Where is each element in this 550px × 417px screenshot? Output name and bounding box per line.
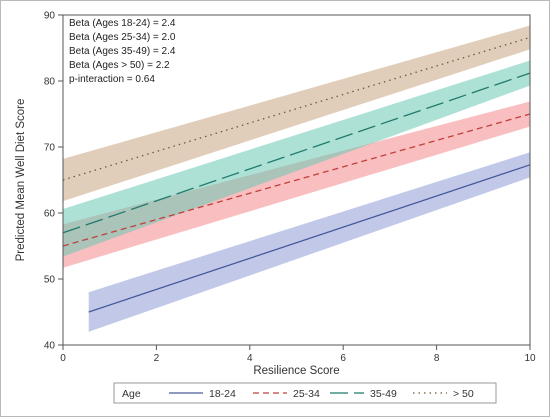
- x-tick-label: 8: [434, 353, 440, 364]
- x-tick-label: 0: [60, 353, 66, 364]
- annotation-beta-35-49: Beta (Ages 35-49) = 2.4: [69, 46, 176, 57]
- annotation-beta-25-34: Beta (Ages 25-34) = 2.0: [69, 32, 176, 43]
- y-axis-ticks: 40 50 60 70 80 90: [44, 11, 63, 352]
- series-line-1: [62, 113, 531, 247]
- confidence-bands: [63, 25, 530, 332]
- x-axis-ticks: 0 2 4 6 8 10: [60, 345, 536, 364]
- y-tick-label: 40: [44, 341, 56, 352]
- legend-label-0: 18-24: [209, 388, 236, 400]
- legend-label-2: 35-49: [370, 388, 397, 400]
- legend: Age 18-24 25-34 35-49 > 50: [113, 382, 497, 404]
- x-axis-title: Resilience Score: [253, 365, 339, 377]
- x-tick-label: 10: [524, 353, 536, 364]
- y-tick-label: 60: [44, 209, 56, 220]
- confidence-band-0: [88, 152, 530, 332]
- x-tick-label: 6: [340, 353, 346, 364]
- plot-area-border: [62, 14, 531, 346]
- confidence-band-1: [63, 101, 530, 268]
- confidence-band-3: [63, 25, 530, 202]
- x-tick-label: 2: [154, 353, 160, 364]
- annotation-beta-18-24: Beta (Ages 18-24) = 2.4: [69, 18, 176, 29]
- series-lines: [62, 36, 531, 313]
- annotation-beta-over-50: Beta (Ages > 50) = 2.2: [69, 60, 170, 71]
- y-tick-label: 70: [44, 143, 56, 154]
- y-axis-title: Predicted Mean Well Diet Score: [15, 99, 27, 262]
- series-line-2: [62, 72, 531, 234]
- y-tick-label: 50: [44, 275, 56, 286]
- y-tick-label: 90: [44, 11, 56, 22]
- legend-label-3: > 50: [453, 388, 474, 400]
- x-tick-label: 4: [247, 353, 253, 364]
- legend-items: 18-24 25-34 35-49 > 50: [169, 388, 474, 400]
- annotation-block: Beta (Ages 18-24) = 2.4 Beta (Ages 25-34…: [69, 18, 176, 85]
- confidence-band-2: [63, 60, 530, 257]
- y-tick-label: 80: [44, 77, 56, 88]
- legend-label-1: 25-34: [293, 388, 320, 400]
- series-line-0: [88, 164, 531, 313]
- legend-title: Age: [122, 388, 141, 400]
- annotation-p-interaction: p-interaction = 0.64: [69, 74, 155, 85]
- legend-box: [113, 382, 497, 404]
